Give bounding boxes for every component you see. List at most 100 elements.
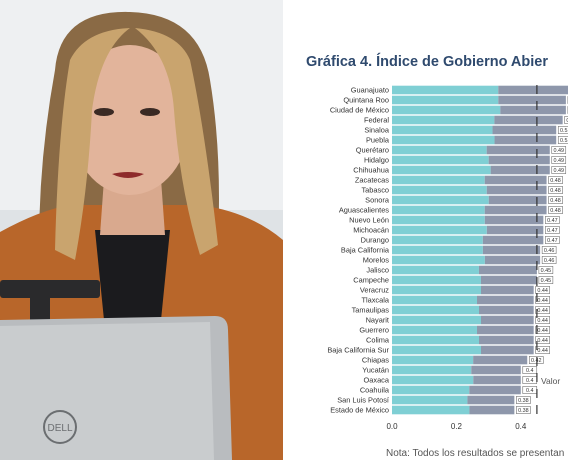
- bar-segment-b: [486, 225, 544, 235]
- bar-segment-a: [392, 265, 479, 275]
- value-label: 0.47: [547, 228, 558, 234]
- value-label-box: [541, 246, 557, 254]
- bar-segment-a: [392, 115, 495, 125]
- value-label-box: [557, 136, 568, 144]
- bar-segment-a: [392, 395, 468, 405]
- value-label-box: [548, 196, 563, 204]
- bar-segment-a: [392, 315, 482, 325]
- bar-segment-a: [392, 215, 485, 225]
- value-label: 0.53: [566, 118, 568, 124]
- value-label: 0.42: [531, 358, 542, 364]
- category-label: Guerrero: [359, 326, 389, 335]
- value-label: 0.45: [541, 278, 552, 284]
- bar-segment-b: [484, 175, 547, 185]
- value-label: 0.4: [526, 368, 534, 374]
- value-label-box: [564, 116, 568, 124]
- value-label: 0.47: [547, 218, 558, 224]
- bar-segment-a: [392, 355, 474, 365]
- value-label-box: [541, 256, 557, 264]
- bar-segment-b: [473, 375, 521, 385]
- bar-segment-b: [484, 205, 547, 215]
- category-label: Puebla: [366, 136, 390, 145]
- value-label: 0.44: [537, 288, 548, 294]
- bar-segment-a: [392, 385, 470, 395]
- category-label: Colima: [366, 336, 390, 345]
- value-label: 0.51: [560, 138, 568, 144]
- x-tick-label: 0.2: [451, 422, 463, 431]
- value-label-box: [545, 236, 560, 244]
- category-label: Nayarit: [366, 316, 389, 325]
- bar-chart: Guanajuato0.Quintana Roo0.54Ciudad de Mé…: [327, 85, 568, 431]
- value-label-box: [548, 186, 563, 194]
- category-label: Tabasco: [361, 186, 389, 195]
- bar-segment-b: [494, 135, 557, 145]
- value-label: 0.44: [537, 338, 548, 344]
- category-label: Querétaro: [356, 146, 389, 155]
- legend-label: Valor: [541, 376, 560, 386]
- bar-segment-b: [486, 185, 547, 195]
- bar-segment-b: [477, 325, 534, 335]
- value-label-box: [538, 276, 554, 284]
- value-label: 0.46: [544, 248, 555, 254]
- value-label: 0.38: [518, 408, 529, 414]
- value-label-box: [545, 216, 560, 224]
- chart-title: Gráfica 4. Índice de Gobierno Abier: [306, 54, 548, 70]
- bar-segment-b: [481, 345, 534, 355]
- category-label: Campeche: [353, 276, 389, 285]
- bar-segment-a: [392, 245, 483, 255]
- bar-segment-b: [467, 395, 515, 405]
- x-tick-label: 0.4: [515, 422, 527, 431]
- value-label: 0.51: [560, 128, 568, 134]
- bar-segment-a: [392, 195, 489, 205]
- bar-segment-b: [494, 115, 563, 125]
- category-label: Aguascalientes: [339, 206, 389, 215]
- value-label-box: [548, 206, 563, 214]
- category-label: San Luis Potosí: [337, 396, 390, 405]
- bar-segment-a: [392, 375, 474, 385]
- bar-segment-b: [492, 125, 557, 135]
- bar-segment-a: [392, 285, 482, 295]
- bar-segment-b: [479, 305, 534, 315]
- value-label: 0.44: [537, 348, 548, 354]
- bar-segment-a: [392, 105, 501, 115]
- category-label: Yucatán: [362, 366, 389, 375]
- bar-segment-b: [500, 105, 566, 115]
- category-label: Tlaxcala: [361, 296, 389, 305]
- value-label-box: [551, 156, 567, 164]
- panel-divider: [283, 0, 286, 460]
- value-label: 0.44: [537, 318, 548, 324]
- bar-segment-a: [392, 185, 487, 195]
- bar-segment-a: [392, 405, 470, 415]
- value-label-box: [535, 316, 550, 324]
- category-label: Chihuahua: [353, 166, 390, 175]
- category-label: Morelos: [363, 256, 390, 265]
- bar-segment-b: [479, 335, 534, 345]
- category-label: Estado de México: [330, 406, 389, 415]
- value-label-box: [535, 306, 550, 314]
- value-label-box: [535, 336, 550, 344]
- bar-segment-b: [480, 275, 537, 285]
- value-label-box: [516, 396, 531, 404]
- category-label: Hidalgo: [364, 156, 389, 165]
- bar-segment-a: [392, 205, 485, 215]
- value-label: 0.49: [554, 158, 565, 164]
- bar-segment-a: [392, 365, 472, 375]
- chart-panel: Gráfica 4. Índice de Gobierno Abier Guan…: [286, 0, 568, 460]
- value-label: 0.47: [547, 238, 558, 244]
- bar-segment-a: [392, 165, 491, 175]
- value-label-box: [557, 126, 568, 134]
- bar-segment-b: [478, 265, 537, 275]
- bar-segment-b: [484, 255, 541, 265]
- category-label: Quintana Roo: [343, 96, 389, 105]
- bar-segment-b: [498, 85, 568, 95]
- bar-segment-a: [392, 135, 495, 145]
- value-label-box: [528, 356, 544, 364]
- value-label-box: [522, 366, 538, 374]
- category-label: Zacatecas: [355, 176, 389, 185]
- bar-segment-a: [392, 155, 489, 165]
- bar-segment-a: [392, 345, 482, 355]
- value-label-box: [551, 146, 567, 154]
- speaker-photo-illustration: DELL: [0, 0, 283, 460]
- bar-segment-b: [488, 195, 547, 205]
- value-label-box: [545, 226, 560, 234]
